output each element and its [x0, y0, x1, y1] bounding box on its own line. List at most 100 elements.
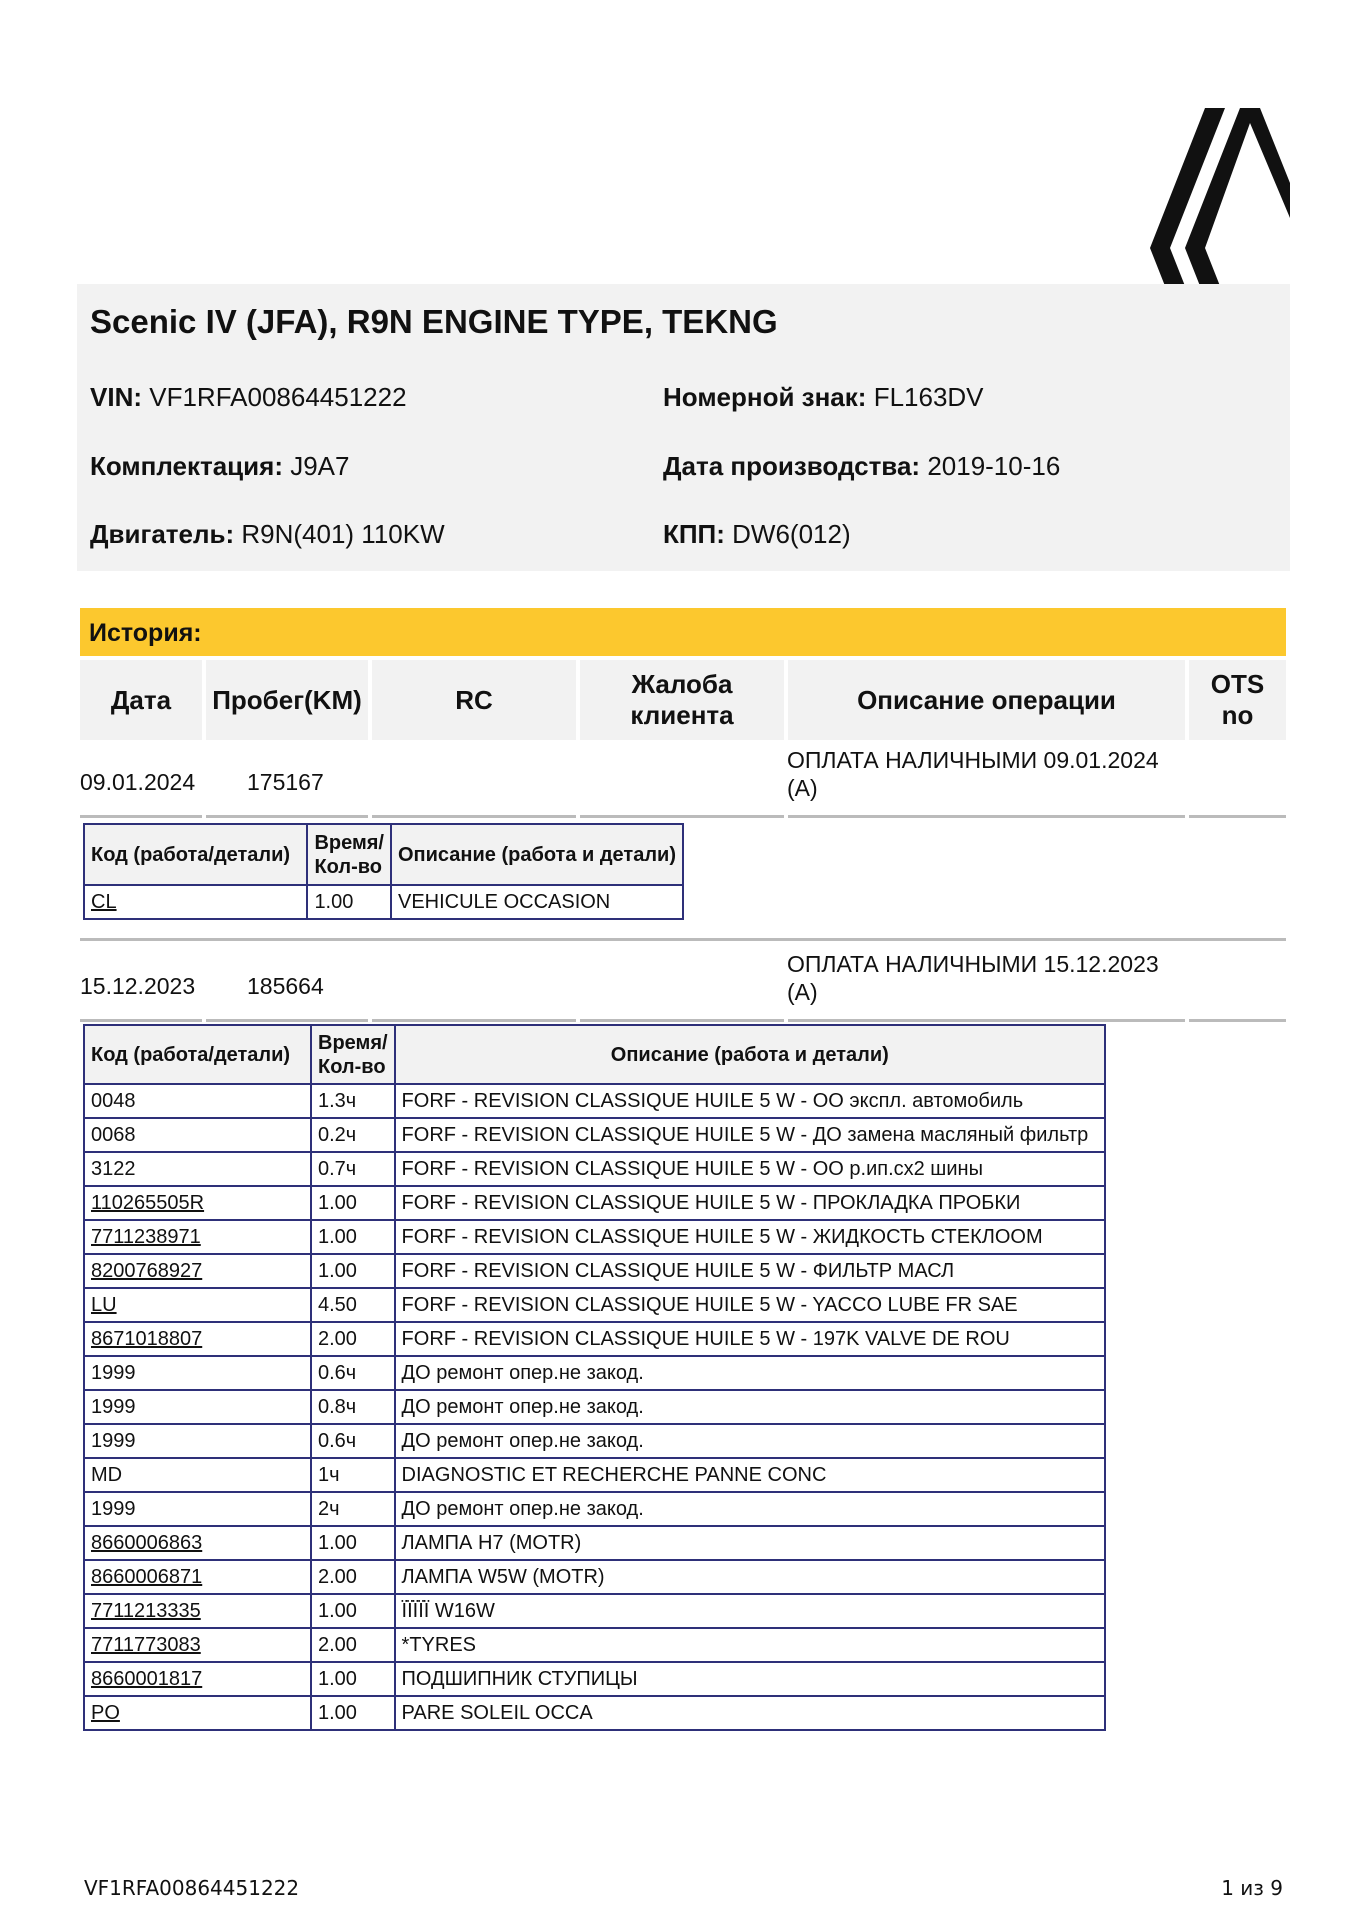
qty-cell: 1.00 [310, 1593, 396, 1629]
description-cell: *TYRES [393, 1627, 1107, 1663]
entry-date: 09.01.2024 [80, 769, 196, 795]
part-code-cell: 8671018807 [83, 1321, 312, 1357]
vehicle-title: Scenic IV (JFA), R9N ENGINE TYPE, TEKNG [90, 303, 778, 340]
part-code-cell: CL [82, 884, 309, 920]
trim-value: J9A7 [290, 451, 350, 481]
qty-cell: 0.8ч [310, 1389, 396, 1425]
qty-cell: 2ч [310, 1491, 396, 1527]
description-cell: ДО ремонт опер.не закод. [393, 1389, 1107, 1425]
qty-cell: 1.00 [310, 1525, 396, 1561]
details-row: 1999 2ч ДО ремонт опер.не закод. [83, 1491, 1107, 1527]
qty-cell: 2.00 [310, 1321, 396, 1357]
entry-divider [80, 938, 1286, 941]
details-row: CL 1.00 VEHICULE OCCASION [82, 884, 685, 920]
row-divider [206, 1019, 368, 1022]
details-row: 8200768927 1.00 FORF - REVISION CLASSIQUE … [83, 1253, 1107, 1289]
history-header-bar: История: [80, 608, 1286, 656]
qty-cell: 2.00 [310, 1627, 396, 1663]
part-code-link[interactable]: 8660006863 [91, 1531, 203, 1554]
production-date-field: Дата производства: 2019-10-16 [663, 451, 1060, 482]
part-code-cell: 8200768927 [83, 1253, 312, 1289]
qty-cell: 1ч [310, 1457, 396, 1493]
details-row: MD 1ч DIAGNOSTIC ET RECHERCHE PANNE CONC [83, 1457, 1107, 1493]
details-row: 7711238971 1.00 FORF - REVISION CLASSIQUE … [83, 1219, 1107, 1255]
details-row: 7711213335 1.00 ÏÏÏÏÏ W16W [83, 1593, 1107, 1629]
details-row: 8660001817 1.00 ПОДШИПНИК СТУПИЦЫ [83, 1661, 1107, 1697]
qty-cell: 1.00 [310, 1253, 396, 1289]
details-row: 0068 0.2ч FORF - REVISION CLASSIQUE HUILE … [83, 1117, 1107, 1153]
part-code-link[interactable]: CL [91, 890, 117, 913]
part-code-link[interactable]: 8660006871 [91, 1565, 203, 1588]
description-cell: FORF - REVISION CLASSIQUE HUILE 5 W - ДО… [393, 1117, 1107, 1153]
column-header-ots: OTS no [1189, 660, 1286, 740]
row-divider [372, 815, 576, 818]
row-divider [206, 815, 368, 818]
part-code-cell: 8660006871 [83, 1559, 312, 1595]
description-cell: DIAGNOSTIC ET RECHERCHE PANNE CONC [393, 1457, 1107, 1493]
entry-date: 15.12.2023 [80, 973, 196, 999]
details-row: PO 1.00 PARE SOLEIL OCCA [83, 1695, 1107, 1731]
qty-cell: 0.7ч [310, 1151, 396, 1187]
description-cell: FORF - REVISION CLASSIQUE HUILE 5 W - ОО… [393, 1151, 1107, 1187]
engine-label: Двигатель: [90, 519, 235, 549]
details-header-desc: Описание (работа и детали) [393, 1024, 1107, 1085]
description-cell: ЛАМПА W5W (MOTR) [393, 1559, 1107, 1595]
part-code-link[interactable]: 7711238971 [91, 1225, 201, 1248]
part-code-cell: MD [83, 1457, 312, 1493]
details-header-code: Код (работа/детали) [83, 1024, 312, 1085]
entry-operation: ОПЛАТА НАЛИЧНЫМИ 09.01.2024 (A) [787, 747, 1159, 801]
column-header-complaint: Жалоба клиента [580, 660, 784, 740]
details-row: 110265505R 1.00 FORF - REVISION CLASSIQUE … [83, 1185, 1107, 1221]
gearbox-value: DW6(012) [732, 519, 851, 549]
part-code-cell: 7711773083 [83, 1627, 312, 1663]
part-code-cell: 1999 [83, 1491, 312, 1527]
column-header-operation: Описание операции [788, 660, 1185, 740]
vin-field: VIN: VF1RFA00864451222 [90, 382, 407, 413]
gearbox-field: КПП: DW6(012) [663, 519, 851, 550]
description-cell: FORF - REVISION CLASSIQUE HUILE 5 W - ПР… [393, 1185, 1107, 1221]
trim-label: Комплектация: [90, 451, 283, 481]
row-divider [788, 1019, 1185, 1022]
column-header-mileage: Пробег(KM) [206, 660, 368, 740]
qty-cell: 0.6ч [310, 1355, 396, 1391]
part-code-cell: 3122 [83, 1151, 312, 1187]
row-divider [580, 1019, 784, 1022]
details-row: 1999 0.6ч ДО ремонт опер.не закод. [83, 1423, 1107, 1459]
footer-vin: VF1RFA00864451222 [84, 1876, 300, 1900]
part-code-link[interactable]: LU [91, 1293, 117, 1316]
part-code-cell: 7711238971 [83, 1219, 312, 1255]
description-cell: ДО ремонт опер.не закод. [393, 1491, 1107, 1527]
description-cell: VEHICULE OCCASION [389, 884, 685, 920]
row-divider [788, 815, 1185, 818]
qty-cell: 0.2ч [310, 1117, 396, 1153]
renault-logo-icon [1150, 108, 1290, 286]
part-code-cell: 1999 [83, 1355, 312, 1391]
plate-label: Номерной знак: [663, 382, 867, 412]
details-row: 8660006863 1.00 ЛАМПА H7 (MOTR) [83, 1525, 1107, 1561]
row-divider [372, 1019, 576, 1022]
part-code-cell: PO [83, 1695, 312, 1731]
entry-operation: ОПЛАТА НАЛИЧНЫМИ 15.12.2023 (A) [787, 951, 1159, 1005]
part-code-cell: 8660001817 [83, 1661, 312, 1697]
production-date-label: Дата производства: [663, 451, 921, 481]
qty-cell: 2.00 [310, 1559, 396, 1595]
qty-cell: 0.6ч [310, 1423, 396, 1459]
vin-label: VIN: [90, 382, 142, 412]
details-row: LU 4.50 FORF - REVISION CLASSIQUE HUILE 5 … [83, 1287, 1107, 1323]
engine-field: Двигатель: R9N(401) 110KW [90, 519, 445, 550]
details-header-qty: Время/ Кол-во [310, 1024, 396, 1085]
part-code-link[interactable]: PO [91, 1701, 120, 1724]
part-code-link[interactable]: 110265505R [91, 1191, 205, 1214]
qty-cell: 1.00 [310, 1695, 396, 1731]
part-code-link[interactable]: 8200768927 [91, 1259, 203, 1282]
part-code-cell: 8660006863 [83, 1525, 312, 1561]
details-row: 8671018807 2.00 FORF - REVISION CLASSIQUE … [83, 1321, 1107, 1357]
part-code-link[interactable]: 8660001817 [91, 1667, 203, 1690]
part-code-link[interactable]: 7711213335 [91, 1599, 201, 1622]
plate-field: Номерной знак: FL163DV [663, 382, 984, 413]
details-row: 8660006871 2.00 ЛАМПА W5W (MOTR) [83, 1559, 1107, 1595]
entry-mileage: 185664 [247, 973, 324, 999]
description-cell: FORF - REVISION CLASSIQUE HUILE 5 W - ОО… [393, 1083, 1107, 1119]
part-code-link[interactable]: 7711773083 [91, 1633, 201, 1656]
part-code-link[interactable]: 8671018807 [91, 1327, 203, 1350]
